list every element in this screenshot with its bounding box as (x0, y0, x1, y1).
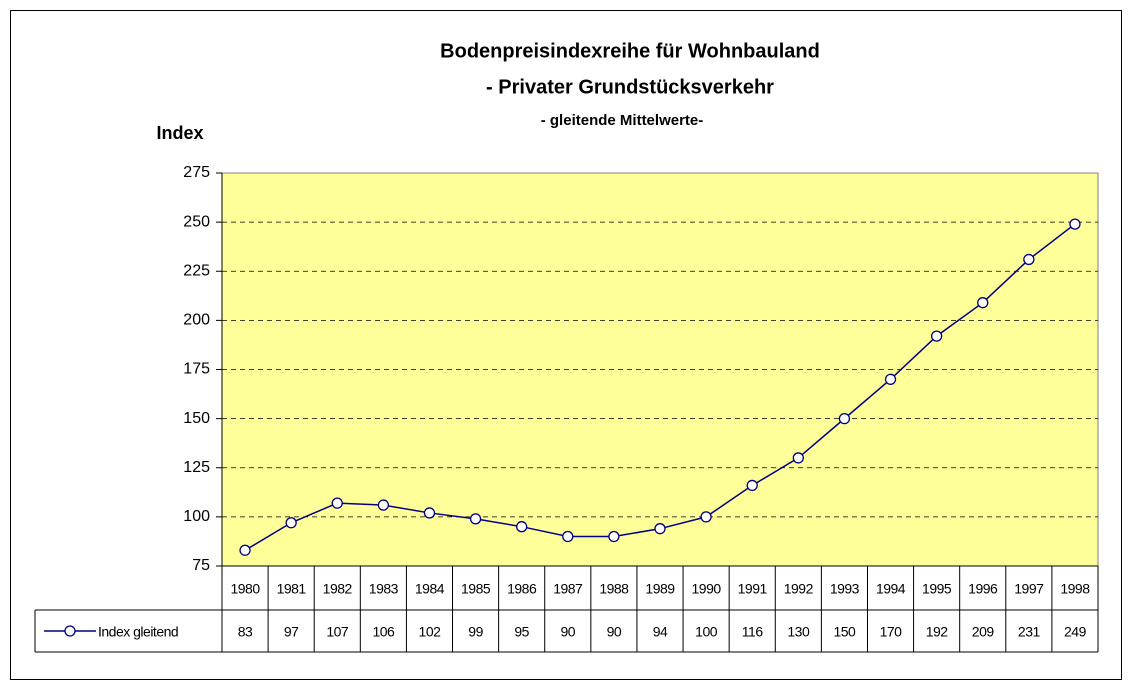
x-tick-label: 1993 (830, 581, 860, 597)
chart-subtitle: - Privater Grundstücksverkehr (486, 76, 774, 98)
plot-area (221, 172, 1099, 567)
marker (930, 330, 943, 342)
x-tick-label: 1985 (461, 581, 491, 597)
y-tick-label: 125 (183, 459, 210, 476)
marker (792, 452, 804, 464)
x-tick-label: 1988 (599, 581, 629, 597)
legend-label: Index gleitend (98, 624, 178, 640)
y-axis-label: Index (156, 123, 203, 143)
marker (654, 523, 666, 535)
x-tick-label: 1990 (692, 581, 722, 597)
x-tick-label: 1995 (922, 581, 952, 597)
chart-title: Bodenpreisindexreihe für Wohnbauland (440, 40, 820, 62)
y-tick-label: 200 (183, 312, 210, 329)
y-tick-label: 225 (183, 262, 210, 279)
x-tick-label: 1987 (553, 581, 583, 597)
x-tick-label: 1981 (277, 581, 307, 597)
table-value: 95 (514, 624, 529, 640)
x-tick-label: 1983 (369, 581, 399, 597)
table-value: 102 (419, 624, 442, 640)
x-tick-label: 1996 (968, 581, 998, 597)
x-tick-label: 1986 (507, 581, 537, 597)
table-value: 90 (607, 624, 622, 640)
table-value: 90 (561, 624, 576, 640)
table-value: 192 (926, 624, 949, 640)
table-value: 107 (326, 624, 349, 640)
marker (562, 530, 574, 543)
x-tick-label: 1994 (876, 581, 906, 597)
marker (838, 412, 851, 425)
marker (1023, 253, 1035, 266)
table-value: 97 (284, 624, 299, 640)
y-tick-label: 275 (183, 164, 210, 181)
x-tick-label: 1991 (738, 581, 768, 597)
table-value: 94 (653, 624, 668, 640)
table-value: 99 (468, 624, 483, 640)
marker (700, 511, 712, 523)
table-value: 130 (787, 624, 810, 640)
x-tick-label: 1989 (645, 581, 675, 597)
marker (1069, 218, 1081, 230)
x-tick-label: 1980 (230, 581, 260, 597)
table-value: 106 (372, 624, 395, 640)
table-value: 100 (695, 624, 718, 640)
marker (331, 497, 343, 509)
chart-subtitle: - gleitende Mittelwerte- (541, 112, 704, 129)
marker (746, 479, 758, 492)
marker (423, 507, 436, 519)
table-value: 150 (833, 624, 856, 640)
x-tick-label: 1998 (1060, 581, 1090, 597)
table-value: 116 (742, 624, 764, 640)
marker (377, 499, 390, 511)
x-tick-label: 1982 (323, 581, 353, 597)
y-tick-label: 100 (183, 508, 210, 525)
y-tick-label: 75 (192, 557, 210, 574)
table-value: 249 (1064, 624, 1087, 640)
marker (977, 297, 989, 309)
marker (884, 373, 897, 385)
table-value: 209 (972, 624, 995, 640)
marker (239, 544, 251, 556)
y-tick-label: 175 (183, 361, 210, 378)
x-tick-label: 1984 (415, 581, 445, 597)
marker (516, 521, 528, 533)
marker (608, 530, 620, 543)
marker (285, 517, 297, 529)
table-value: 231 (1018, 624, 1041, 640)
x-tick-label: 1992 (784, 581, 814, 597)
table-value: 170 (880, 624, 903, 640)
table-value: 83 (238, 624, 253, 640)
x-tick-label: 1997 (1014, 581, 1044, 597)
y-tick-label: 250 (183, 213, 210, 230)
marker (469, 513, 482, 525)
legend-marker (64, 625, 76, 637)
y-tick-label: 150 (183, 410, 210, 427)
